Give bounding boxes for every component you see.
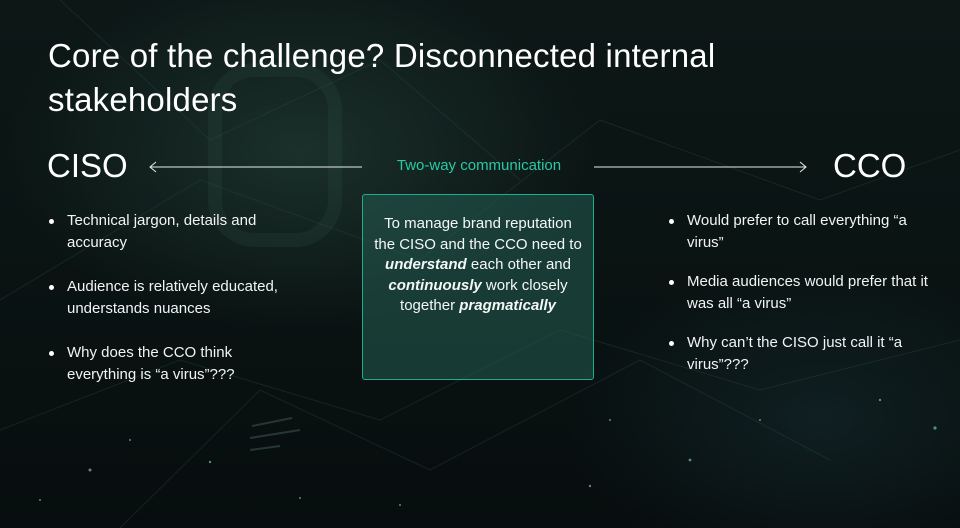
bullet-icon bbox=[49, 285, 54, 290]
goal-text-1: To manage brand reputation the CISO and … bbox=[374, 215, 582, 253]
cco-heading: CCO bbox=[833, 147, 907, 184]
goal-emphasis-continuously: continuously bbox=[388, 276, 482, 294]
goal-text-2: each other and bbox=[470, 256, 571, 273]
cco-point: Why can’t the CISO just call it “a virus… bbox=[668, 332, 928, 376]
cco-point-text: Why can’t the CISO just call it “a virus… bbox=[687, 334, 903, 373]
ciso-point: Technical jargon, details and accuracy bbox=[48, 210, 278, 254]
bullet-icon bbox=[49, 351, 54, 356]
cco-point-text: Media audiences would prefer that it was… bbox=[687, 273, 928, 312]
ciso-point: Audience is relatively educated, underst… bbox=[48, 276, 278, 320]
cco-points-list: Would prefer to call everything “a virus… bbox=[668, 210, 928, 393]
ciso-point-text: Audience is relatively educated, underst… bbox=[67, 278, 278, 317]
goal-text-3: work closely together bbox=[400, 276, 568, 315]
ciso-heading: CISO bbox=[47, 147, 128, 184]
goal-emphasis-pragmatically: pragmatically bbox=[459, 297, 556, 314]
cco-point: Would prefer to call everything “a virus… bbox=[668, 210, 928, 254]
bullet-icon bbox=[669, 219, 674, 224]
slide-title: Core of the challenge? Disconnected inte… bbox=[48, 37, 716, 118]
bullet-icon bbox=[669, 341, 674, 346]
ciso-points-list: Technical jargon, details and accuracy A… bbox=[48, 210, 278, 408]
ciso-point-text: Technical jargon, details and accuracy bbox=[67, 212, 257, 251]
cco-point-text: Would prefer to call everything “a virus… bbox=[687, 212, 907, 251]
ciso-point: Why does the CCO think everything is “a … bbox=[48, 342, 278, 386]
bullet-icon bbox=[669, 280, 674, 285]
two-way-communication-label: Two-way communication bbox=[396, 157, 562, 174]
shared-goal-box: To manage brand reputation the CISO and … bbox=[362, 194, 594, 380]
cco-point: Media audiences would prefer that it was… bbox=[668, 271, 928, 315]
left-arrow-icon bbox=[149, 161, 362, 173]
goal-emphasis-understand: understand bbox=[385, 256, 467, 273]
right-arrow-icon bbox=[594, 161, 807, 173]
ciso-point-text: Why does the CCO think everything is “a … bbox=[67, 344, 235, 383]
bullet-icon bbox=[49, 219, 54, 224]
